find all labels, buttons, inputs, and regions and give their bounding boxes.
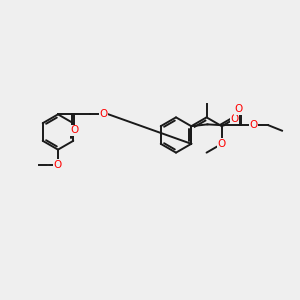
Text: O: O	[54, 160, 62, 170]
Text: O: O	[250, 120, 258, 130]
Text: O: O	[70, 125, 78, 135]
Text: O: O	[218, 139, 226, 149]
Text: O: O	[235, 104, 243, 114]
Text: O: O	[99, 110, 108, 119]
Text: O: O	[230, 114, 239, 124]
